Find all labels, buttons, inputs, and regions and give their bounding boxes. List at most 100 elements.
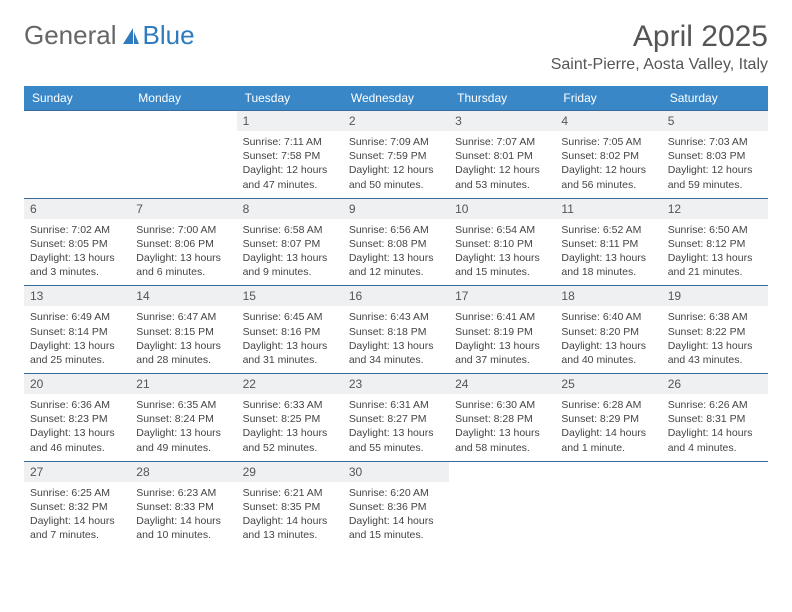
day-details: Sunrise: 6:30 AMSunset: 8:28 PMDaylight:… bbox=[449, 394, 555, 461]
calendar-body: 1Sunrise: 7:11 AMSunset: 7:58 PMDaylight… bbox=[24, 111, 768, 549]
daylight-text-1: Daylight: 14 hours bbox=[349, 514, 443, 528]
calendar-day-cell: 10Sunrise: 6:54 AMSunset: 8:10 PMDayligh… bbox=[449, 198, 555, 286]
sunrise-text: Sunrise: 7:09 AM bbox=[349, 135, 443, 149]
calendar-day-cell bbox=[449, 461, 555, 548]
daylight-text-2: and 47 minutes. bbox=[243, 178, 337, 192]
calendar-day-cell: 4Sunrise: 7:05 AMSunset: 8:02 PMDaylight… bbox=[555, 111, 661, 199]
weekday-header: Monday bbox=[130, 86, 236, 111]
calendar-day-cell: 17Sunrise: 6:41 AMSunset: 8:19 PMDayligh… bbox=[449, 286, 555, 374]
calendar-day-cell: 13Sunrise: 6:49 AMSunset: 8:14 PMDayligh… bbox=[24, 286, 130, 374]
daylight-text-2: and 58 minutes. bbox=[455, 441, 549, 455]
day-number: 4 bbox=[555, 111, 661, 131]
day-details: Sunrise: 6:25 AMSunset: 8:32 PMDaylight:… bbox=[24, 482, 130, 549]
day-number: 25 bbox=[555, 374, 661, 394]
daylight-text-2: and 7 minutes. bbox=[30, 528, 124, 542]
daylight-text-2: and 9 minutes. bbox=[243, 265, 337, 279]
daylight-text-1: Daylight: 13 hours bbox=[349, 339, 443, 353]
sunrise-text: Sunrise: 6:58 AM bbox=[243, 223, 337, 237]
daylight-text-1: Daylight: 13 hours bbox=[349, 251, 443, 265]
sunset-text: Sunset: 7:58 PM bbox=[243, 149, 337, 163]
sunrise-text: Sunrise: 6:38 AM bbox=[668, 310, 762, 324]
sunset-text: Sunset: 8:31 PM bbox=[668, 412, 762, 426]
day-details: Sunrise: 7:09 AMSunset: 7:59 PMDaylight:… bbox=[343, 131, 449, 198]
sunset-text: Sunset: 8:19 PM bbox=[455, 325, 549, 339]
day-number: 18 bbox=[555, 286, 661, 306]
sunrise-text: Sunrise: 6:23 AM bbox=[136, 486, 230, 500]
sunset-text: Sunset: 8:29 PM bbox=[561, 412, 655, 426]
day-details: Sunrise: 6:56 AMSunset: 8:08 PMDaylight:… bbox=[343, 219, 449, 286]
calendar-week-row: 6Sunrise: 7:02 AMSunset: 8:05 PMDaylight… bbox=[24, 198, 768, 286]
weekday-header: Friday bbox=[555, 86, 661, 111]
logo-sail-icon bbox=[121, 26, 141, 46]
daylight-text-2: and 50 minutes. bbox=[349, 178, 443, 192]
sunrise-text: Sunrise: 6:56 AM bbox=[349, 223, 443, 237]
daylight-text-2: and 59 minutes. bbox=[668, 178, 762, 192]
daylight-text-2: and 15 minutes. bbox=[349, 528, 443, 542]
daylight-text-1: Daylight: 13 hours bbox=[455, 426, 549, 440]
calendar-day-cell: 6Sunrise: 7:02 AMSunset: 8:05 PMDaylight… bbox=[24, 198, 130, 286]
day-details: Sunrise: 6:45 AMSunset: 8:16 PMDaylight:… bbox=[237, 306, 343, 373]
month-title: April 2025 bbox=[551, 20, 768, 54]
daylight-text-2: and 52 minutes. bbox=[243, 441, 337, 455]
calendar-day-cell: 25Sunrise: 6:28 AMSunset: 8:29 PMDayligh… bbox=[555, 374, 661, 462]
daylight-text-1: Daylight: 12 hours bbox=[668, 163, 762, 177]
day-number: 7 bbox=[130, 199, 236, 219]
sunset-text: Sunset: 8:36 PM bbox=[349, 500, 443, 514]
day-number: 15 bbox=[237, 286, 343, 306]
daylight-text-1: Daylight: 13 hours bbox=[30, 426, 124, 440]
day-details: Sunrise: 6:21 AMSunset: 8:35 PMDaylight:… bbox=[237, 482, 343, 549]
day-details: Sunrise: 7:07 AMSunset: 8:01 PMDaylight:… bbox=[449, 131, 555, 198]
daylight-text-2: and 53 minutes. bbox=[455, 178, 549, 192]
calendar-day-cell bbox=[555, 461, 661, 548]
calendar-day-cell: 9Sunrise: 6:56 AMSunset: 8:08 PMDaylight… bbox=[343, 198, 449, 286]
day-number: 16 bbox=[343, 286, 449, 306]
sunset-text: Sunset: 8:12 PM bbox=[668, 237, 762, 251]
sunrise-text: Sunrise: 7:00 AM bbox=[136, 223, 230, 237]
daylight-text-1: Daylight: 13 hours bbox=[30, 339, 124, 353]
sunrise-text: Sunrise: 6:41 AM bbox=[455, 310, 549, 324]
daylight-text-2: and 4 minutes. bbox=[668, 441, 762, 455]
sunset-text: Sunset: 8:06 PM bbox=[136, 237, 230, 251]
sunrise-text: Sunrise: 6:49 AM bbox=[30, 310, 124, 324]
calendar-day-cell: 19Sunrise: 6:38 AMSunset: 8:22 PMDayligh… bbox=[662, 286, 768, 374]
calendar-day-cell: 16Sunrise: 6:43 AMSunset: 8:18 PMDayligh… bbox=[343, 286, 449, 374]
day-details: Sunrise: 6:31 AMSunset: 8:27 PMDaylight:… bbox=[343, 394, 449, 461]
daylight-text-2: and 28 minutes. bbox=[136, 353, 230, 367]
daylight-text-1: Daylight: 13 hours bbox=[668, 339, 762, 353]
title-block: April 2025 Saint-Pierre, Aosta Valley, I… bbox=[551, 20, 768, 74]
sunset-text: Sunset: 8:10 PM bbox=[455, 237, 549, 251]
daylight-text-1: Daylight: 14 hours bbox=[30, 514, 124, 528]
calendar-day-cell: 1Sunrise: 7:11 AMSunset: 7:58 PMDaylight… bbox=[237, 111, 343, 199]
daylight-text-2: and 12 minutes. bbox=[349, 265, 443, 279]
sunrise-text: Sunrise: 6:47 AM bbox=[136, 310, 230, 324]
daylight-text-2: and 25 minutes. bbox=[30, 353, 124, 367]
calendar-day-cell: 24Sunrise: 6:30 AMSunset: 8:28 PMDayligh… bbox=[449, 374, 555, 462]
weekday-header: Saturday bbox=[662, 86, 768, 111]
day-details: Sunrise: 6:52 AMSunset: 8:11 PMDaylight:… bbox=[555, 219, 661, 286]
sunrise-text: Sunrise: 6:36 AM bbox=[30, 398, 124, 412]
calendar-day-cell: 15Sunrise: 6:45 AMSunset: 8:16 PMDayligh… bbox=[237, 286, 343, 374]
logo: General Blue bbox=[24, 20, 195, 51]
calendar-week-row: 27Sunrise: 6:25 AMSunset: 8:32 PMDayligh… bbox=[24, 461, 768, 548]
daylight-text-1: Daylight: 13 hours bbox=[561, 339, 655, 353]
daylight-text-2: and 3 minutes. bbox=[30, 265, 124, 279]
calendar-day-cell: 3Sunrise: 7:07 AMSunset: 8:01 PMDaylight… bbox=[449, 111, 555, 199]
sunset-text: Sunset: 8:35 PM bbox=[243, 500, 337, 514]
daylight-text-1: Daylight: 13 hours bbox=[30, 251, 124, 265]
day-details: Sunrise: 6:33 AMSunset: 8:25 PMDaylight:… bbox=[237, 394, 343, 461]
calendar-day-cell: 22Sunrise: 6:33 AMSunset: 8:25 PMDayligh… bbox=[237, 374, 343, 462]
sunrise-text: Sunrise: 6:35 AM bbox=[136, 398, 230, 412]
calendar-day-cell: 5Sunrise: 7:03 AMSunset: 8:03 PMDaylight… bbox=[662, 111, 768, 199]
header: General Blue April 2025 Saint-Pierre, Ao… bbox=[24, 20, 768, 74]
weekday-header-row: SundayMondayTuesdayWednesdayThursdayFrid… bbox=[24, 86, 768, 111]
day-details: Sunrise: 6:35 AMSunset: 8:24 PMDaylight:… bbox=[130, 394, 236, 461]
calendar-week-row: 20Sunrise: 6:36 AMSunset: 8:23 PMDayligh… bbox=[24, 374, 768, 462]
day-details: Sunrise: 6:49 AMSunset: 8:14 PMDaylight:… bbox=[24, 306, 130, 373]
daylight-text-1: Daylight: 13 hours bbox=[243, 426, 337, 440]
calendar-day-cell: 18Sunrise: 6:40 AMSunset: 8:20 PMDayligh… bbox=[555, 286, 661, 374]
sunset-text: Sunset: 8:18 PM bbox=[349, 325, 443, 339]
day-number: 2 bbox=[343, 111, 449, 131]
calendar-day-cell bbox=[130, 111, 236, 199]
daylight-text-1: Daylight: 13 hours bbox=[668, 251, 762, 265]
calendar-day-cell: 29Sunrise: 6:21 AMSunset: 8:35 PMDayligh… bbox=[237, 461, 343, 548]
